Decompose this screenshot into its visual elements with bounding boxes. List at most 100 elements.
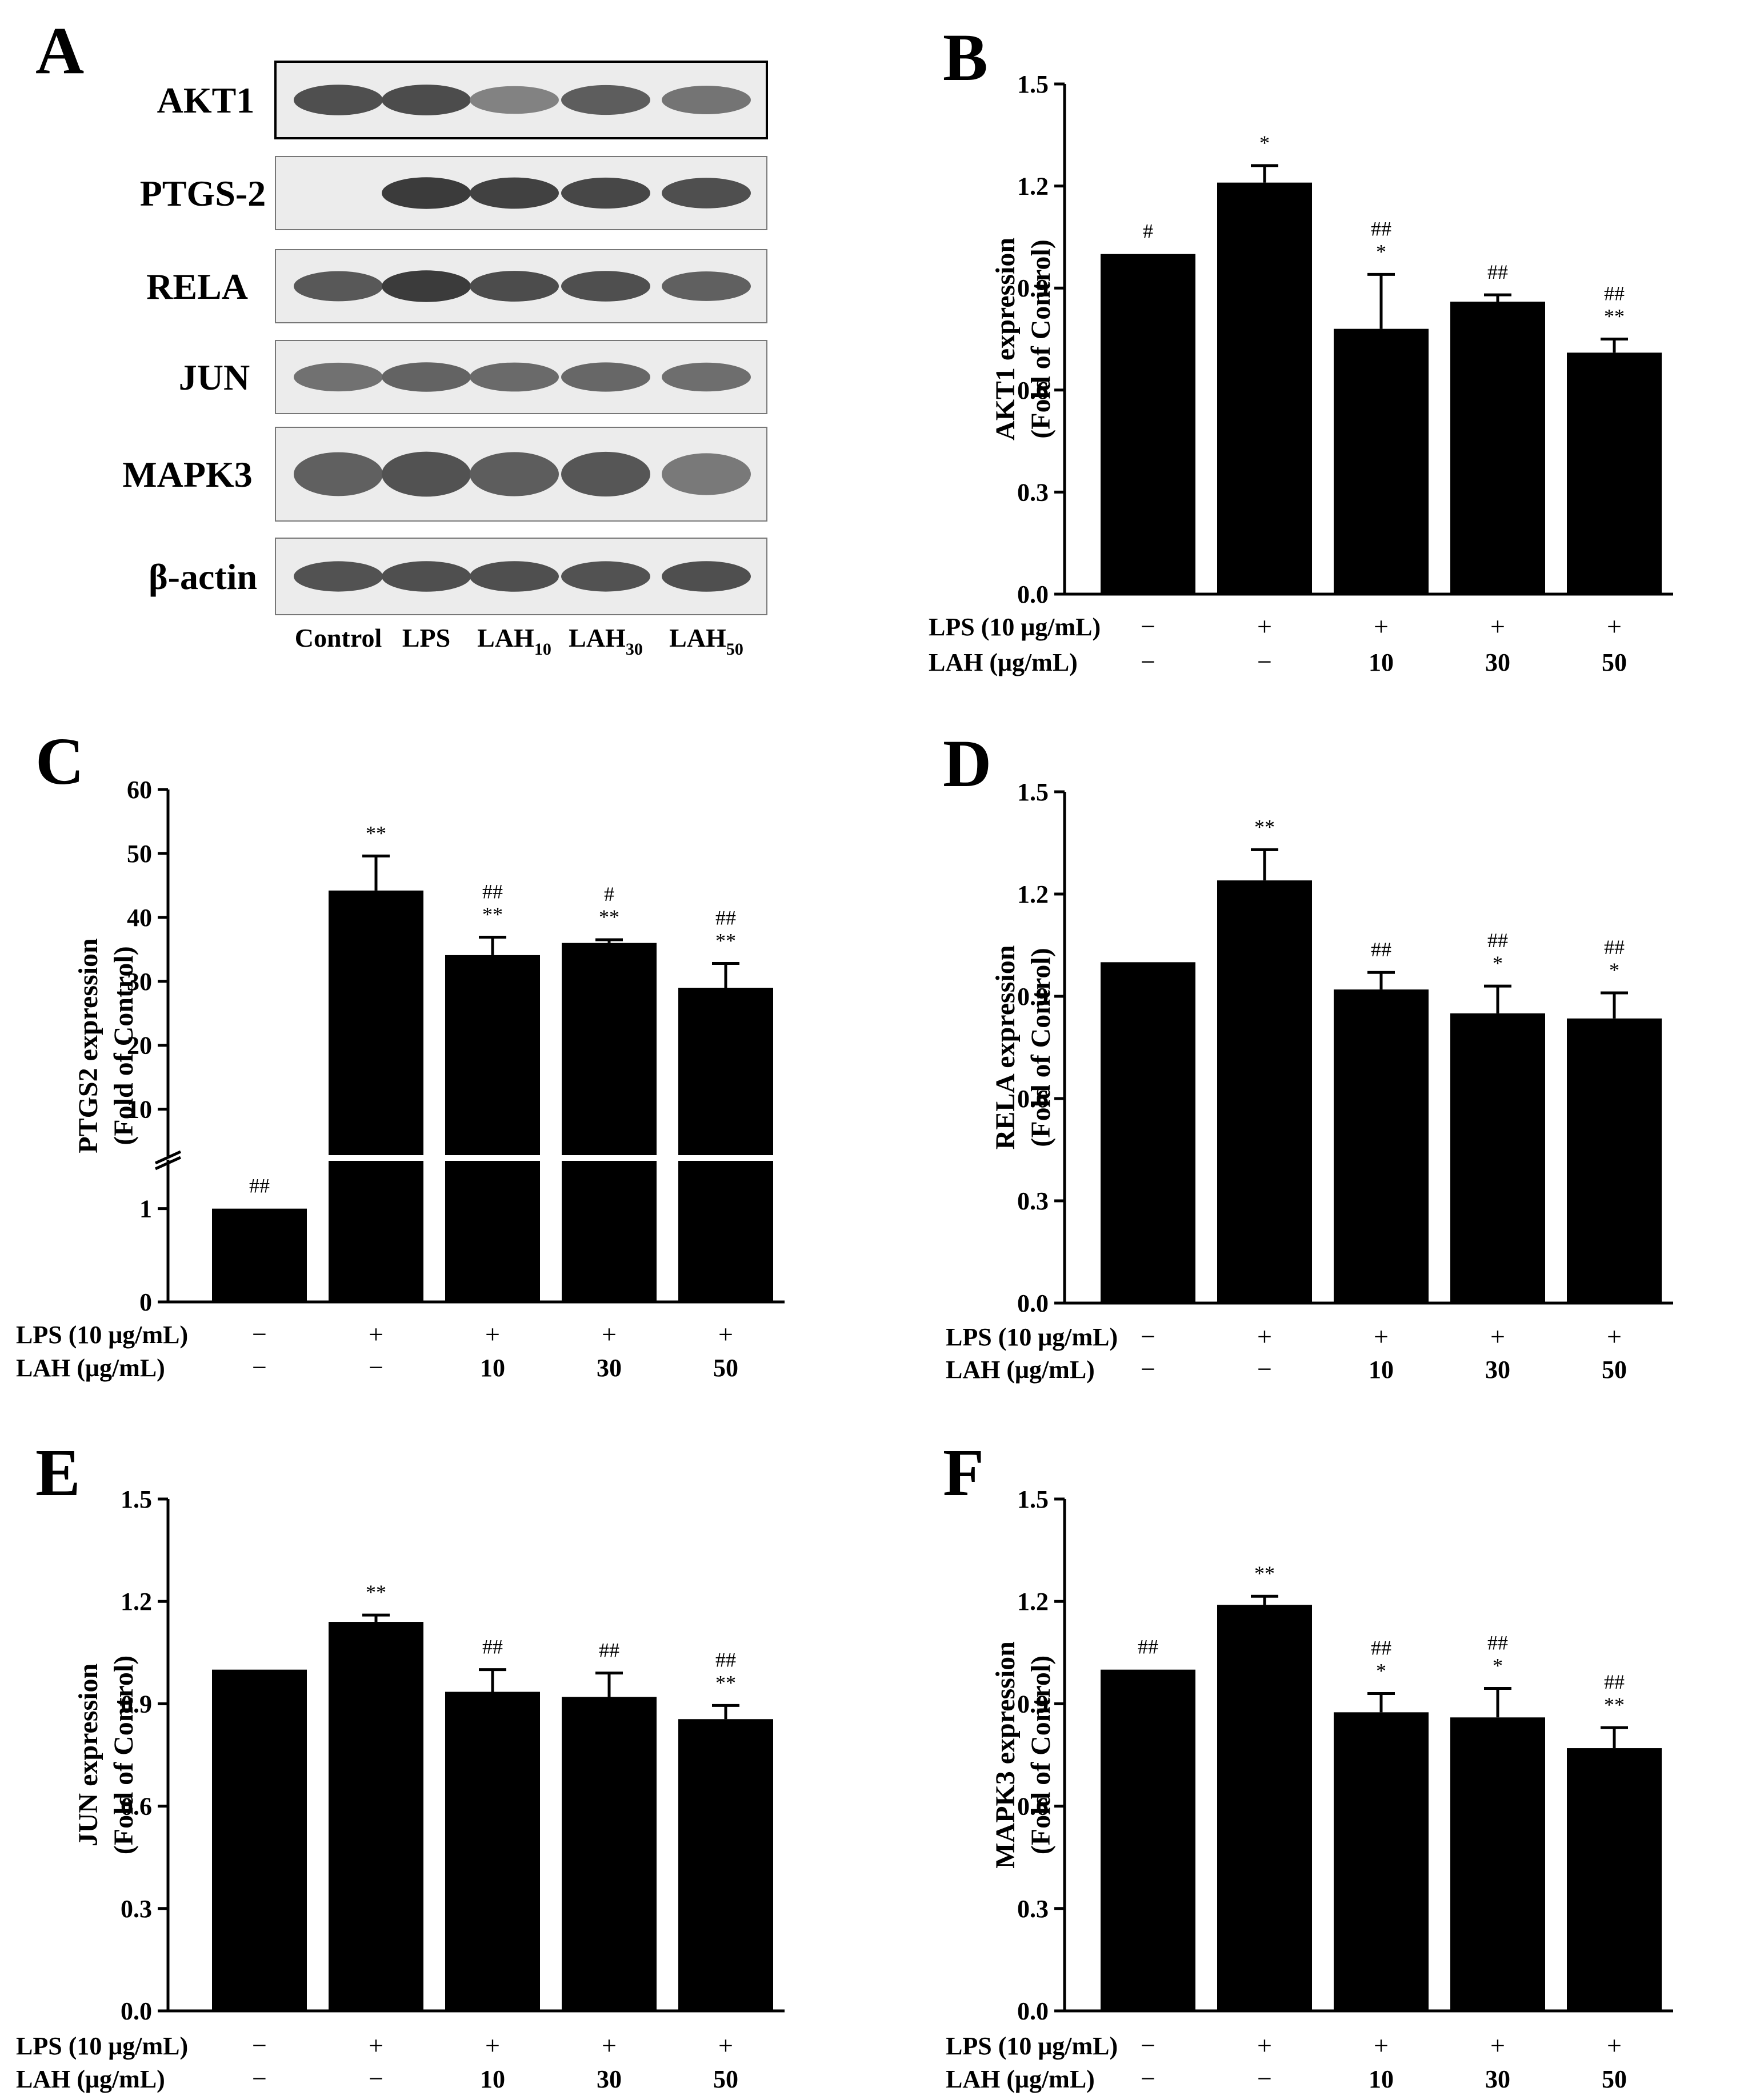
significance-star: ** bbox=[1254, 815, 1275, 838]
panel-label: F bbox=[943, 1435, 984, 1510]
bar-group: **# bbox=[561, 883, 658, 1302]
lane-label-base: LAH bbox=[477, 623, 534, 652]
panel-f-chart: F 0.0 0.3 0.6 0.9 1.2 1.5 MAPK3 expression (Fold… bbox=[943, 1435, 1673, 2093]
significance-hash: ## bbox=[249, 1175, 270, 1197]
lps-value: + bbox=[1490, 2031, 1505, 2060]
panel-d-chart: D 0.0 0.3 0.6 0.9 1.2 1.5 RELA expression (Fold … bbox=[943, 726, 1673, 1384]
bar bbox=[445, 1692, 540, 2011]
y-tick-label: 50 bbox=[127, 840, 152, 868]
lps-value: + bbox=[1607, 1322, 1622, 1351]
y-tick-label: 1.2 bbox=[1017, 1588, 1049, 1616]
lah-value: − bbox=[1141, 2064, 1155, 2093]
bar bbox=[1567, 1018, 1662, 1303]
bar bbox=[1567, 352, 1662, 594]
lps-value: + bbox=[1607, 2031, 1622, 2060]
blot-band bbox=[662, 453, 751, 495]
blot-row: β-actin bbox=[149, 538, 767, 615]
bar-group: *## bbox=[1450, 1632, 1545, 2011]
lane-label-base: LAH bbox=[569, 623, 626, 652]
lah-value: 10 bbox=[480, 2065, 505, 2093]
panel-label: C bbox=[35, 724, 84, 799]
lps-value: − bbox=[252, 1320, 267, 1349]
blot-row-label: β-actin bbox=[149, 556, 257, 597]
blot-band bbox=[470, 561, 559, 592]
panel-e-chart: E 0.0 0.3 0.6 0.9 1.2 1.5 JUN expression (Fold o… bbox=[16, 1435, 785, 2093]
lps-value: + bbox=[1374, 1322, 1389, 1351]
blot-band bbox=[470, 86, 559, 114]
lah-row-label: LAH (μg/mL) bbox=[946, 1356, 1095, 1384]
bar bbox=[678, 1719, 773, 2011]
bar-group: *## bbox=[1334, 217, 1429, 594]
bar-break-gap bbox=[327, 1155, 425, 1161]
y-tick-label: 0.6 bbox=[1017, 1793, 1049, 1821]
bar bbox=[1101, 254, 1195, 595]
significance-hash: ## bbox=[1371, 217, 1391, 240]
lps-value: − bbox=[252, 2031, 267, 2060]
bar-group: **## bbox=[1567, 1670, 1662, 2011]
lps-value: + bbox=[369, 2031, 383, 2060]
bar bbox=[1217, 880, 1312, 1303]
blot-row: MAPK3 bbox=[122, 427, 767, 522]
lane-label-base: LAH bbox=[669, 623, 726, 652]
significance-hash: ## bbox=[1371, 938, 1391, 961]
y-axis-label-line2: (Fold of Control) bbox=[1026, 948, 1056, 1147]
blot-band bbox=[382, 177, 471, 209]
lah-row-label: LAH (μg/mL) bbox=[929, 648, 1078, 676]
significance-hash: # bbox=[1143, 220, 1153, 243]
significance-star: * bbox=[1376, 240, 1386, 263]
y-axis-label-line1: JUN expression bbox=[73, 1664, 103, 1846]
lah-value: 30 bbox=[1485, 1356, 1510, 1384]
significance-hash: ## bbox=[1604, 1670, 1625, 1693]
blot-band bbox=[294, 271, 383, 302]
lps-value: + bbox=[1257, 612, 1272, 641]
blot-band bbox=[662, 271, 751, 301]
significance-hash: ## bbox=[1371, 1636, 1391, 1659]
lah-row-label: LAH (μg/mL) bbox=[946, 2065, 1095, 2093]
y-axis-label-line1: RELA expression bbox=[990, 945, 1021, 1150]
bar bbox=[1334, 1712, 1429, 2011]
bar bbox=[1450, 1717, 1545, 2011]
bar bbox=[1217, 182, 1312, 594]
lps-value: + bbox=[602, 2031, 617, 2060]
lane-label-subscript: 30 bbox=[626, 640, 643, 659]
significance-star: ** bbox=[715, 1671, 736, 1694]
blot-band bbox=[470, 362, 559, 392]
bar-group: *## bbox=[1450, 929, 1545, 1303]
bar-group: ** bbox=[1217, 815, 1312, 1303]
blot-band bbox=[382, 451, 471, 497]
lps-value: + bbox=[1257, 1322, 1272, 1351]
panel-label: B bbox=[943, 20, 988, 95]
lah-value: 50 bbox=[713, 1354, 738, 1382]
bar bbox=[212, 1669, 307, 2011]
treatment-table: LPS (10 μg/mL) LAH (μg/mL) − + + + + − − 10 30 50 bbox=[946, 2031, 1627, 2093]
blot-band bbox=[382, 561, 471, 592]
y-tick-label: 0.3 bbox=[1017, 478, 1049, 506]
lps-value: − bbox=[1141, 612, 1155, 641]
significance-star: * bbox=[1609, 959, 1619, 981]
bar-group: **## bbox=[444, 880, 541, 1302]
bar-group: ## bbox=[1334, 938, 1429, 1303]
y-axis-label-line1: PTGS2 expression bbox=[73, 938, 103, 1153]
bar-group bbox=[212, 1669, 307, 2011]
significance-star: ** bbox=[366, 821, 386, 844]
bar bbox=[562, 943, 657, 1302]
treatment-table: LPS (10 μg/mL) LAH (μg/mL) − + + + + − − 10 30 50 bbox=[929, 612, 1627, 676]
y-axis-label-line2: (Fold of Control) bbox=[109, 946, 139, 1145]
lps-value: + bbox=[1374, 612, 1389, 641]
blot-band bbox=[561, 561, 650, 592]
blot-band bbox=[382, 270, 471, 302]
y-tick-label: 0.3 bbox=[121, 1895, 152, 1923]
significance-hash: ## bbox=[1487, 261, 1508, 283]
blot-band bbox=[662, 561, 751, 592]
y-tick-label: 0.3 bbox=[1017, 1895, 1049, 1923]
blot-row-label: PTGS-2 bbox=[140, 173, 266, 214]
y-tick-label: 1.2 bbox=[1017, 880, 1049, 908]
bar-group: ## bbox=[562, 1639, 657, 2011]
bar bbox=[329, 1622, 423, 2011]
lps-row-label: LPS (10 μg/mL) bbox=[946, 1323, 1118, 1351]
lane-label-base: LPS bbox=[402, 623, 450, 652]
y-tick-label: 0.0 bbox=[1017, 1997, 1049, 2025]
lps-value: + bbox=[1374, 2031, 1389, 2060]
significance-hash: ## bbox=[1138, 1636, 1158, 1658]
bar-group: **## bbox=[677, 906, 774, 1302]
